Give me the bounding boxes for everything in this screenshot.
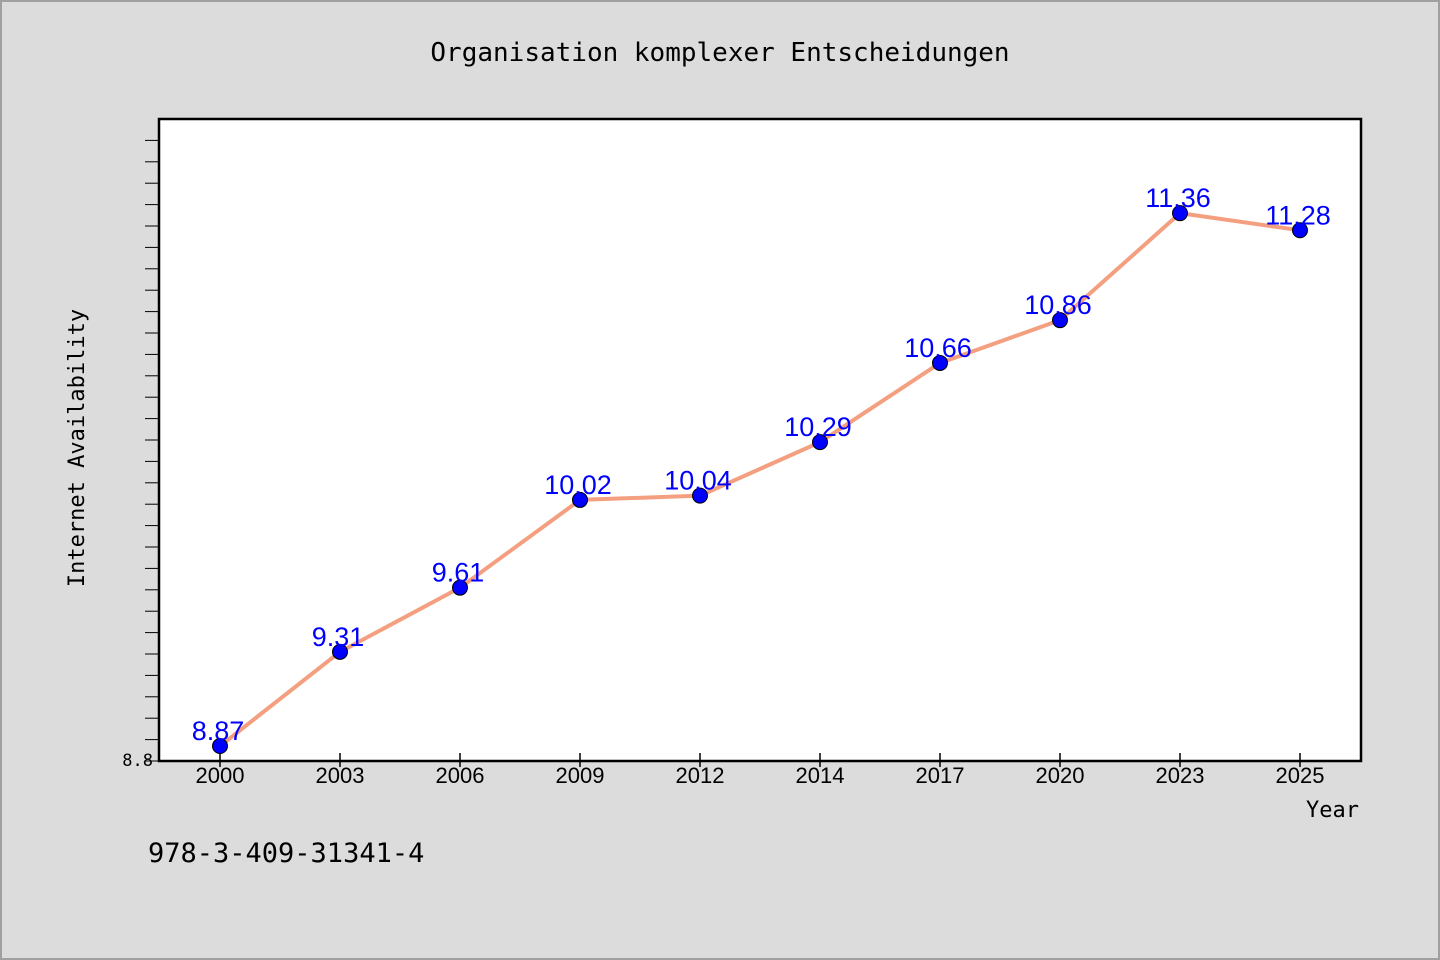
x-tick-label: 2020 (1036, 763, 1085, 788)
data-point (932, 354, 948, 371)
data-label: 10.04 (664, 466, 732, 496)
x-tick-label: 2025 (1276, 763, 1325, 788)
plot-area (157, 117, 1363, 763)
data-point (452, 579, 468, 596)
data-point (1292, 222, 1308, 239)
x-tick-label: 2012 (676, 763, 725, 788)
data-label: 11.36 (1145, 183, 1211, 213)
x-tick-label: 2014 (796, 763, 845, 788)
series-markers (212, 205, 1308, 755)
data-point (812, 434, 828, 451)
data-label: 10.29 (784, 412, 852, 442)
data-label: 9.31 (312, 622, 365, 652)
data-label: 9.61 (432, 558, 485, 588)
data-label: 11.28 (1265, 200, 1331, 230)
x-tick-label: 2017 (916, 763, 965, 788)
y-axis-label: Internet Availability (65, 309, 90, 587)
x-tick-label: 2009 (556, 763, 605, 788)
data-point (1052, 312, 1068, 329)
x-tick-label: 2000 (196, 763, 245, 788)
data-label: 10.86 (1024, 290, 1092, 320)
data-point (212, 738, 228, 755)
y-axis-ticks (145, 139, 159, 762)
chart-title: Organisation komplexer Entscheidungen (430, 38, 1009, 68)
x-axis-ticks: 2000 2003 2006 2009 2012 2014 2017 2020 2023 2025 (196, 753, 1325, 788)
isbn-text: 978-3-409-31341-4 (148, 838, 424, 869)
y-tick-label: 8.8 (122, 751, 153, 771)
x-tick-label: 2006 (436, 763, 485, 788)
data-label: 10.66 (904, 333, 972, 363)
x-axis-label: Year (1306, 798, 1359, 823)
data-point (1172, 205, 1188, 222)
data-label: 8.87 (192, 716, 245, 746)
data-point (572, 491, 588, 508)
data-labels: 8.87 9.31 9.61 10.02 10.04 10.29 10.66 10.86 11.… (192, 183, 1331, 746)
x-tick-label: 2003 (316, 763, 365, 788)
series-line (218, 211, 1301, 748)
data-point (332, 643, 348, 660)
data-label: 10.02 (544, 470, 612, 500)
x-tick-label: 2023 (1156, 763, 1205, 788)
data-point (692, 487, 708, 504)
